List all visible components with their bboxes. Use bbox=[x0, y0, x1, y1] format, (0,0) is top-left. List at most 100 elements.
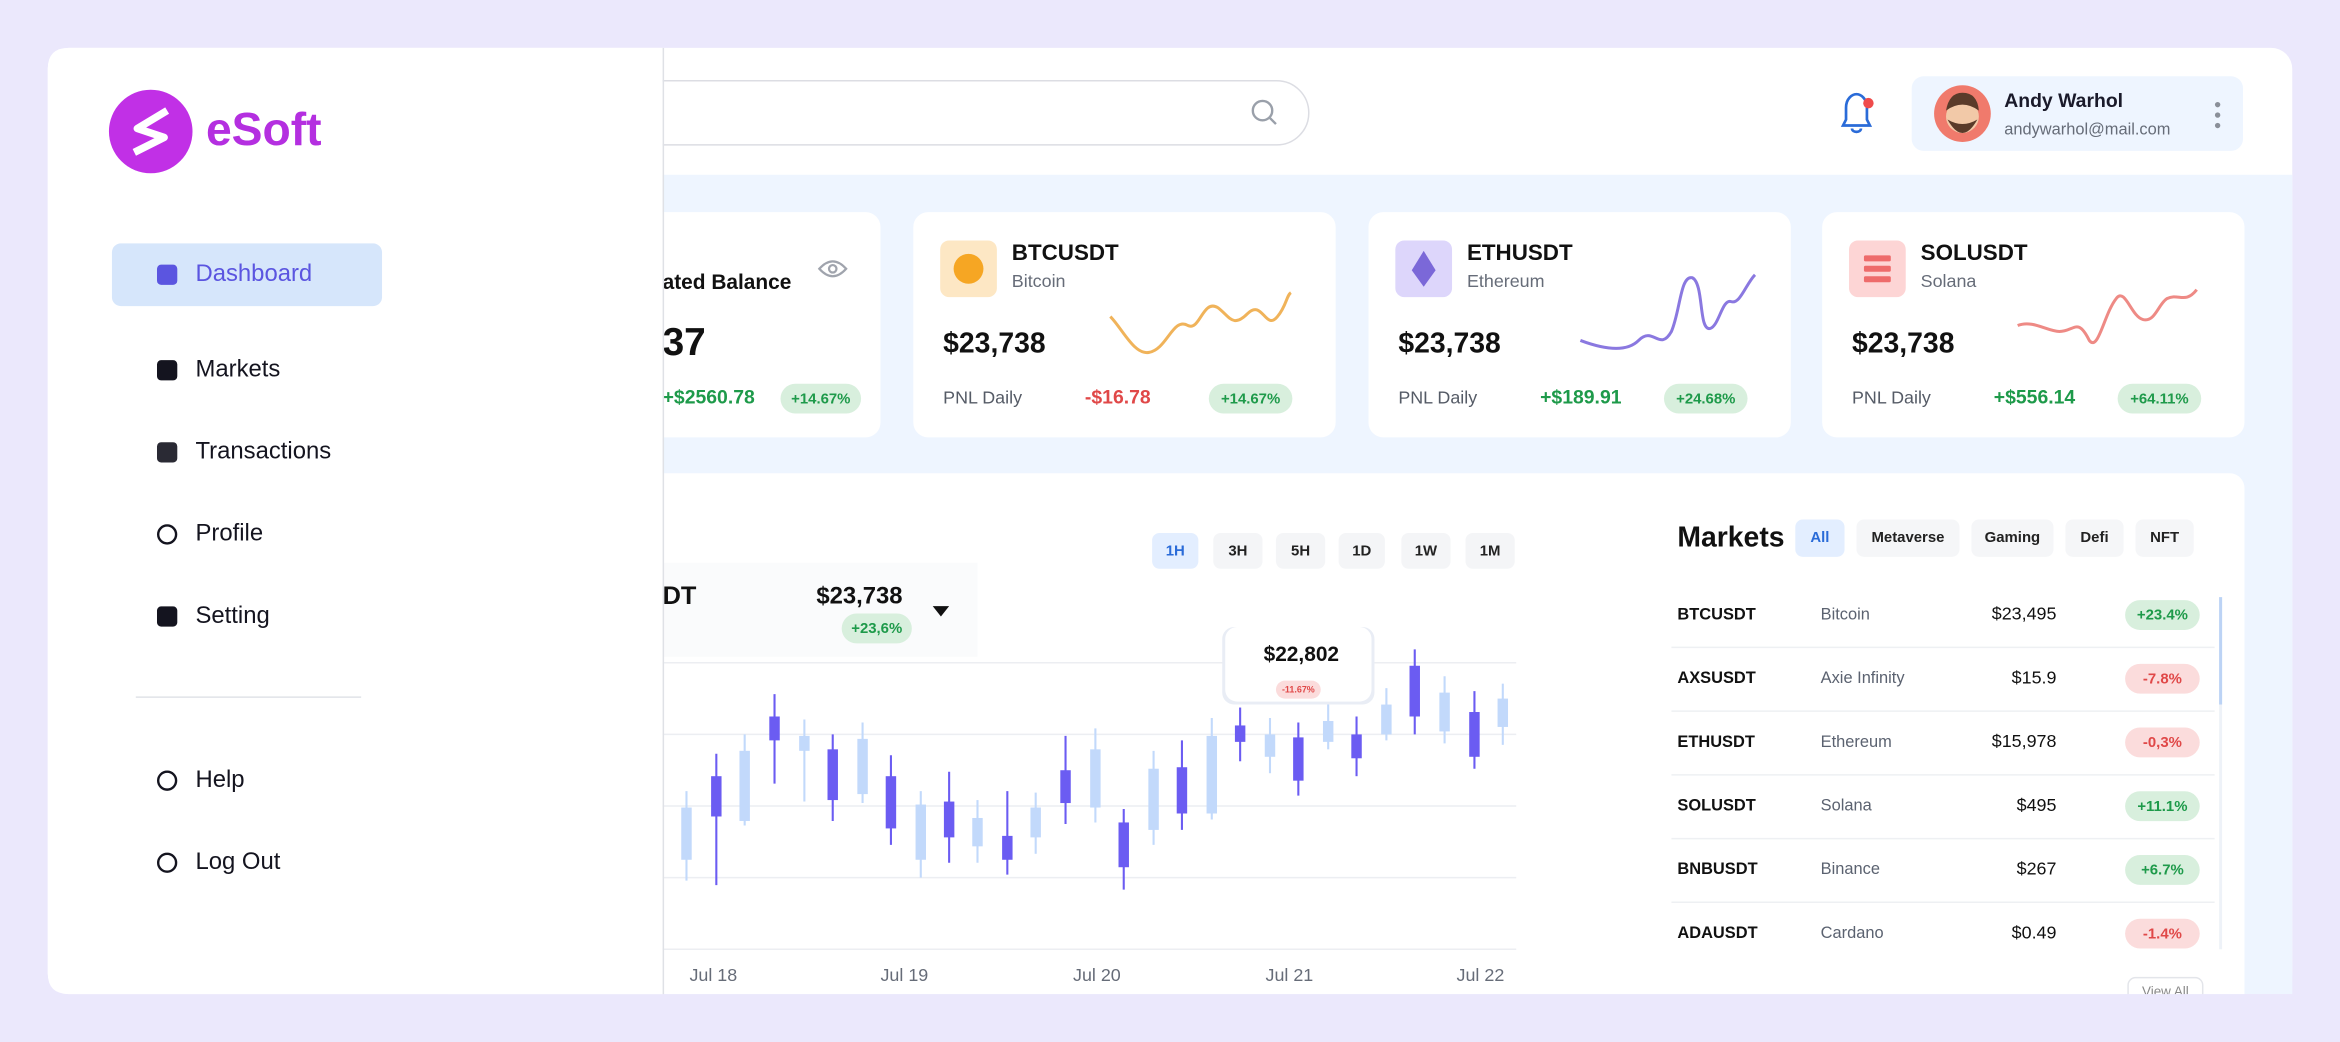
market-symbol[interactable]: BNBUSDT bbox=[1677, 860, 1757, 878]
market-symbol[interactable]: AXSUSDT bbox=[1677, 669, 1755, 687]
profile-box[interactable] bbox=[1911, 76, 2243, 151]
markets-title: Markets bbox=[1677, 521, 1784, 553]
timeframe-label[interactable]: 3H bbox=[1228, 543, 1247, 560]
coin-price: $23,738 bbox=[1398, 327, 1500, 359]
timeframe-label[interactable]: 1M bbox=[1480, 543, 1501, 560]
x-axis-label: Jul 19 bbox=[880, 965, 928, 985]
timeframe-label[interactable]: 1H bbox=[1166, 543, 1185, 560]
nav-icon bbox=[156, 264, 178, 285]
pair-dropdown[interactable] bbox=[932, 606, 950, 617]
candle-body bbox=[1469, 712, 1480, 757]
change-text: +23.4% bbox=[2137, 607, 2188, 624]
tooltip-price: $22,802 bbox=[1264, 643, 1339, 666]
eye-icon[interactable] bbox=[817, 260, 848, 278]
nav-item[interactable]: Profile bbox=[195, 520, 263, 547]
market-price: $15.9 bbox=[2012, 667, 2057, 687]
timeframe-label[interactable]: 5H bbox=[1291, 543, 1310, 560]
market-symbol[interactable]: ADAUSDT bbox=[1677, 924, 1757, 942]
timeframe-button[interactable] bbox=[1401, 532, 1451, 569]
bottom-bg bbox=[0, 994, 2340, 1042]
timeframe-button[interactable] bbox=[1213, 532, 1263, 569]
menu-dot[interactable] bbox=[2214, 112, 2221, 118]
market-symbol[interactable]: BTCUSDT bbox=[1677, 605, 1755, 623]
pnl-value: +$556.14 bbox=[1994, 387, 2076, 409]
bell-dot bbox=[1863, 97, 1874, 109]
market-name: Ethereum bbox=[1821, 733, 1892, 751]
market-name: Binance bbox=[1821, 860, 1880, 878]
candle-body bbox=[769, 716, 780, 741]
coin-icon bbox=[953, 253, 984, 284]
candle-body bbox=[1264, 734, 1276, 757]
market-price: $267 bbox=[2017, 859, 2057, 879]
avatar-hair bbox=[1946, 92, 1979, 111]
market-tab-label[interactable]: All bbox=[1810, 529, 1829, 546]
candle-body bbox=[885, 776, 897, 829]
change-badge bbox=[2125, 663, 2200, 694]
change-text: +24.68% bbox=[1676, 390, 1735, 407]
market-price: $0.49 bbox=[2012, 922, 2057, 942]
market-tab[interactable] bbox=[1795, 519, 1845, 557]
timeframe-button[interactable] bbox=[1465, 532, 1515, 569]
pnl-label: PNL Daily bbox=[943, 387, 1022, 407]
timeframe-label[interactable]: 1W bbox=[1415, 543, 1438, 560]
candle-body bbox=[1148, 768, 1159, 830]
candle-body bbox=[1322, 720, 1334, 742]
nav-item[interactable]: Help bbox=[195, 766, 244, 793]
nav-item[interactable]: Markets bbox=[195, 356, 280, 383]
market-tab-label[interactable]: Gaming bbox=[1985, 529, 2041, 546]
nav-item[interactable]: Log Out bbox=[195, 848, 280, 875]
nav-active-bg[interactable] bbox=[111, 243, 383, 307]
market-symbol[interactable]: SOLUSDT bbox=[1677, 797, 1755, 815]
market-tab[interactable] bbox=[2065, 519, 2124, 557]
change-text: +14.67% bbox=[791, 390, 850, 407]
candle-body bbox=[943, 801, 955, 838]
market-tab[interactable] bbox=[1971, 519, 2054, 557]
nav-item[interactable]: Dashboard bbox=[195, 260, 312, 287]
balance-pnl: +$2560.78 bbox=[663, 387, 755, 409]
candle-body bbox=[1234, 725, 1246, 742]
market-tab-label[interactable]: Metaverse bbox=[1871, 529, 1944, 546]
pnl-label: PNL Daily bbox=[1852, 387, 1931, 407]
market-name: Axie Infinity bbox=[1821, 669, 1906, 687]
market-tab[interactable] bbox=[1856, 519, 1960, 557]
change-badge bbox=[780, 383, 862, 414]
x-axis-label: Jul 21 bbox=[1266, 965, 1314, 985]
brand-name: eSoft bbox=[206, 103, 322, 155]
menu-dot[interactable] bbox=[2214, 101, 2221, 108]
coin-icon bbox=[1411, 250, 1436, 287]
change-badge bbox=[1208, 383, 1293, 414]
change-badge bbox=[1275, 680, 1321, 699]
candle-body bbox=[1409, 665, 1420, 717]
market-symbol[interactable]: ETHUSDT bbox=[1677, 733, 1754, 751]
coin-icon bbox=[1863, 255, 1891, 262]
market-tab-label[interactable]: NFT bbox=[2150, 529, 2179, 546]
nav-item[interactable]: Transactions bbox=[195, 438, 331, 465]
candle-body bbox=[1293, 737, 1304, 781]
coin-card[interactable] bbox=[1368, 212, 1791, 438]
user-name: Andy Warhol bbox=[2004, 90, 2123, 112]
balance-title: ated Balance bbox=[663, 271, 792, 294]
timeframe-button[interactable] bbox=[1275, 532, 1326, 569]
timeframe-button[interactable] bbox=[1338, 532, 1385, 569]
market-price: $495 bbox=[2017, 795, 2057, 815]
nav-icon bbox=[156, 770, 178, 791]
candle-body bbox=[799, 735, 810, 751]
change-badge bbox=[2117, 383, 2202, 414]
search-icon-handle bbox=[1269, 117, 1277, 125]
menu-dot[interactable] bbox=[2214, 122, 2221, 129]
nav-icon bbox=[156, 606, 178, 627]
user-email: andywarhol@mail.com bbox=[2004, 120, 2170, 138]
coin-card[interactable] bbox=[913, 212, 1336, 438]
timeframe-button[interactable] bbox=[1152, 532, 1199, 569]
change-text: -0,3% bbox=[2143, 734, 2182, 751]
nav-item[interactable]: Setting bbox=[195, 602, 269, 629]
coin-price: $23,738 bbox=[1852, 327, 1954, 359]
candle-body bbox=[1002, 835, 1013, 860]
timeframe-label[interactable]: 1D bbox=[1352, 543, 1371, 560]
candle-body bbox=[1351, 734, 1362, 759]
coin-symbol: ETHUSDT bbox=[1467, 240, 1573, 265]
market-tab[interactable] bbox=[2135, 519, 2194, 557]
market-tab-label[interactable]: Defi bbox=[2080, 529, 2108, 546]
market-name: Solana bbox=[1821, 797, 1873, 815]
